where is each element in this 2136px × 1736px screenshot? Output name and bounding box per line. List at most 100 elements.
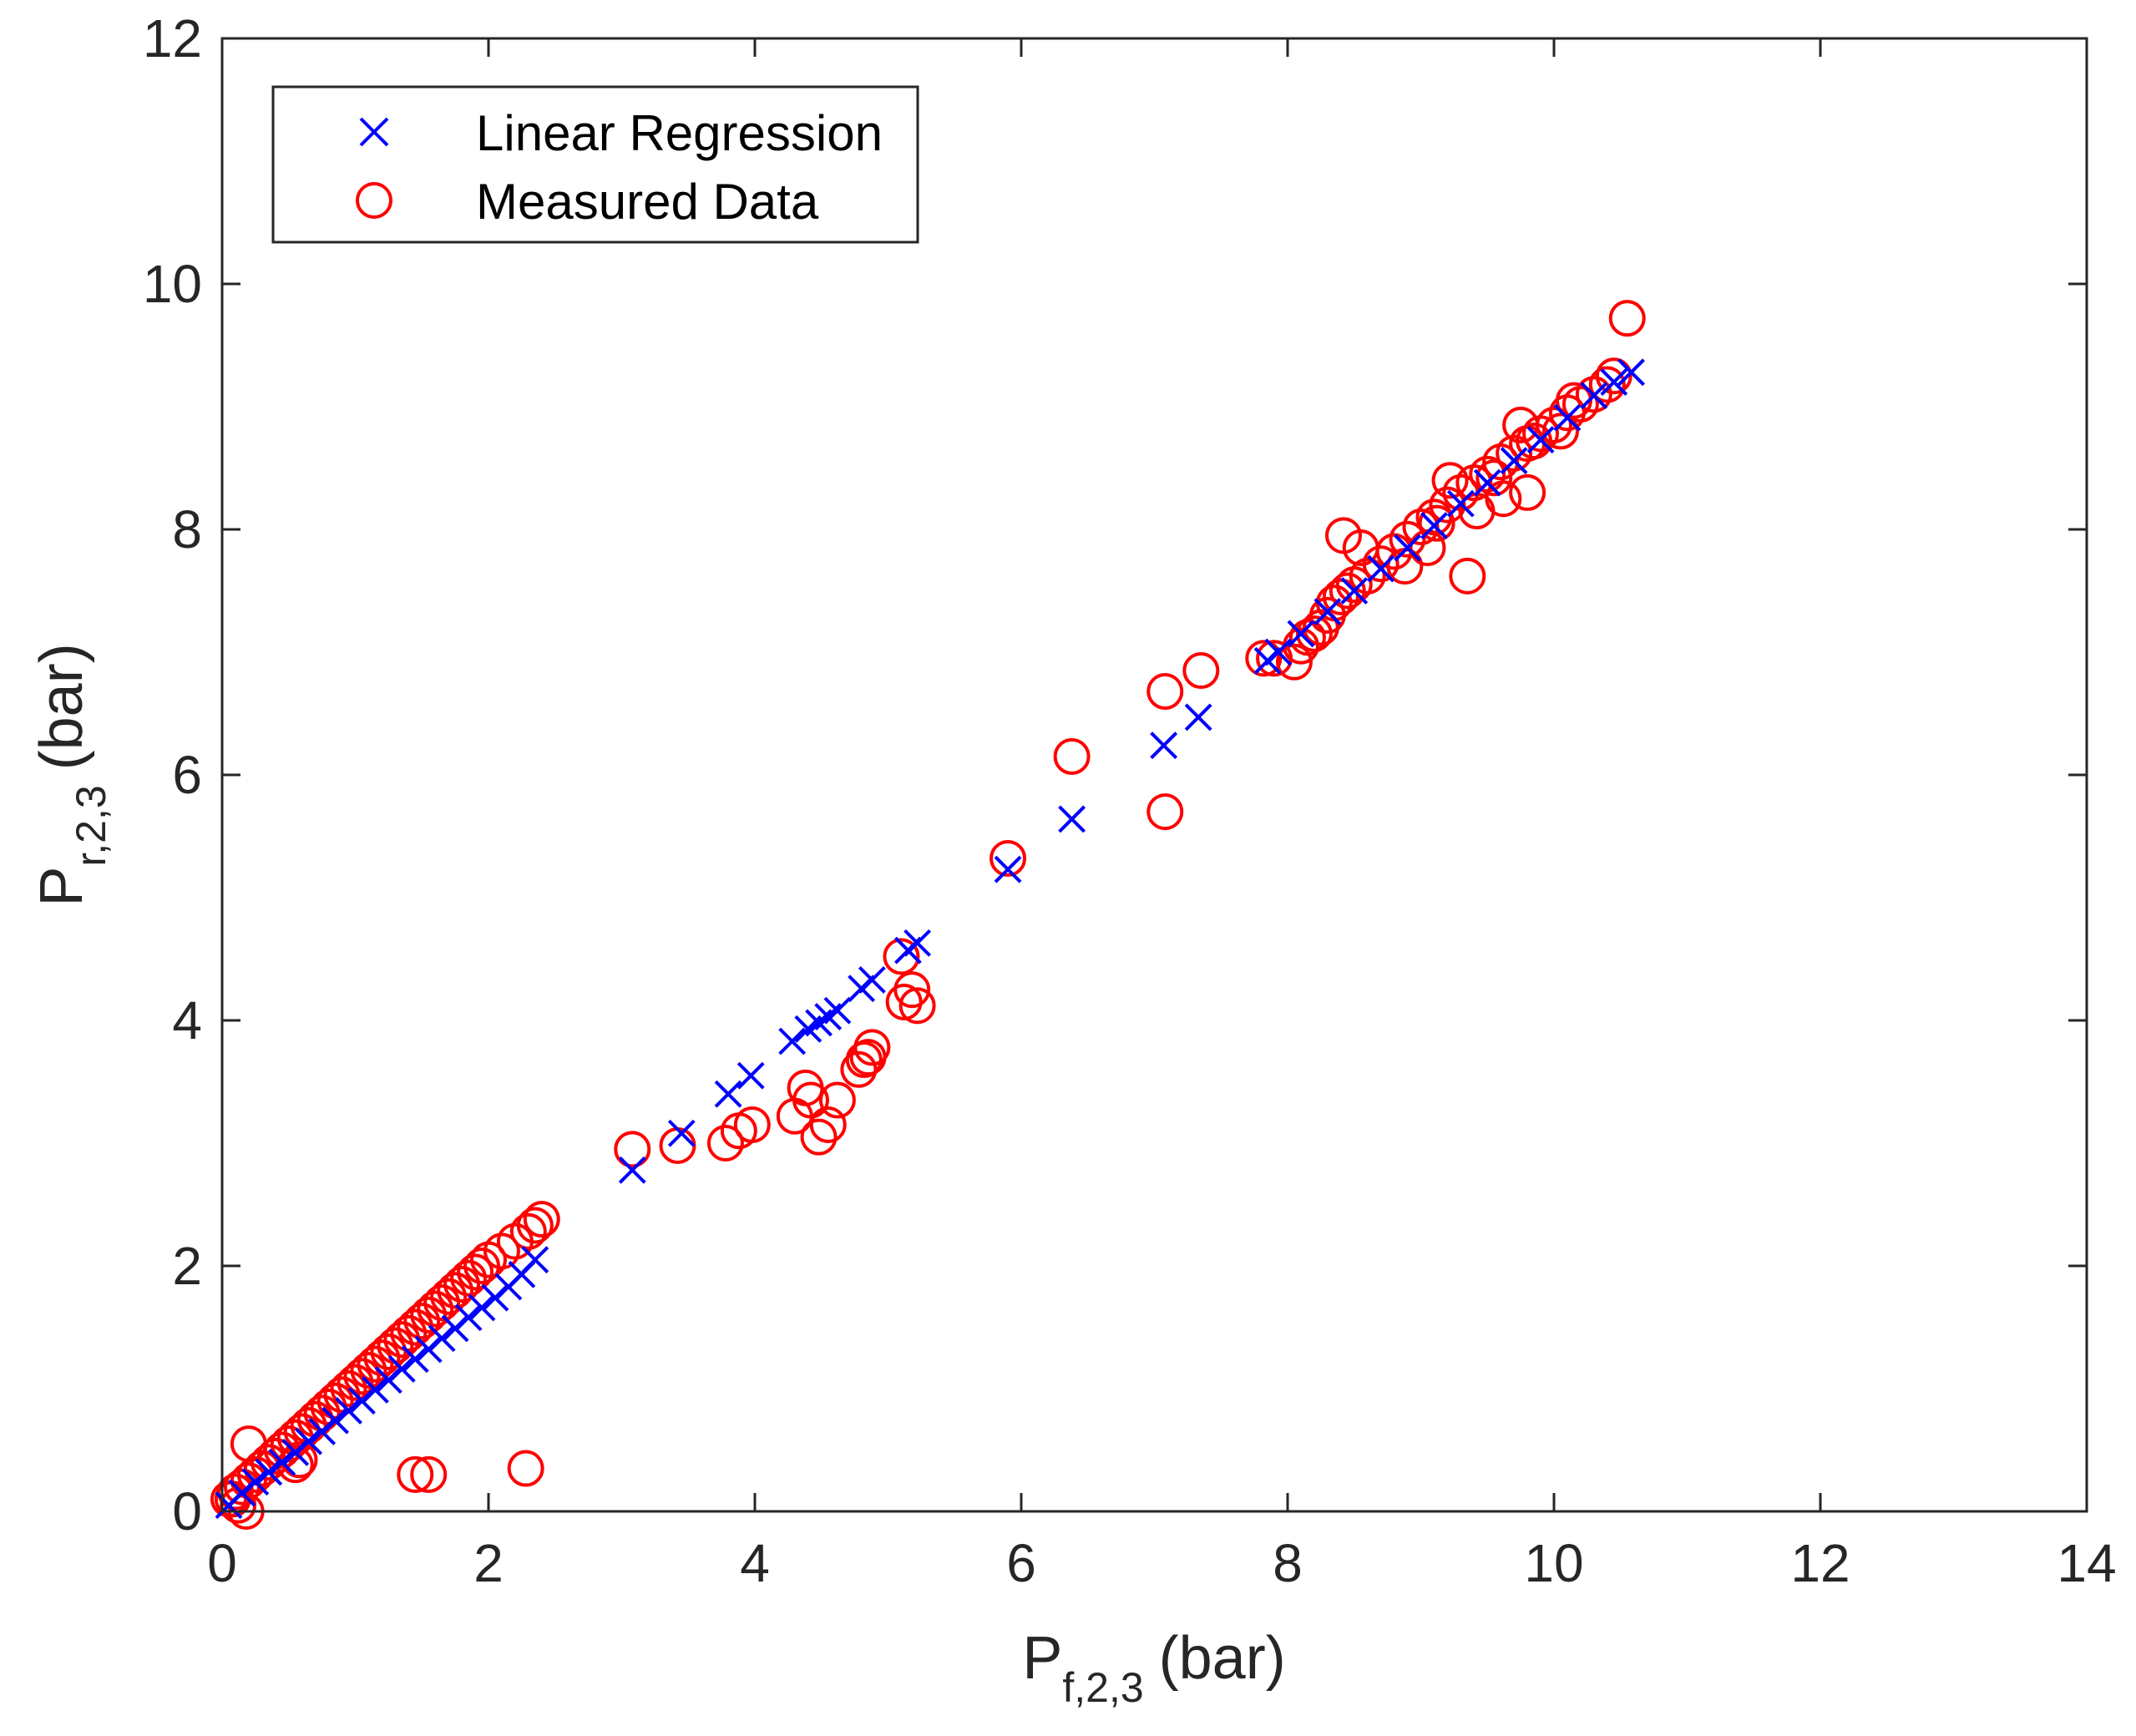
measured-data-point [898, 987, 936, 1025]
legend-marker-x-icon [359, 117, 389, 147]
linear-regression-point [1394, 534, 1421, 562]
measured-data-point [230, 1425, 267, 1463]
linear-regression-point [362, 1376, 389, 1404]
measured-data-point [1475, 459, 1513, 497]
linear-regression-point [1580, 382, 1608, 410]
y-axis-label: Pr,2,3 (bar) [28, 643, 114, 906]
x-tick-label: 0 [207, 1533, 237, 1593]
x-tick-label: 8 [1273, 1533, 1303, 1593]
linear-regression-point [1058, 805, 1086, 833]
measured-data-point [370, 1333, 407, 1370]
linear-regression-point [1184, 703, 1212, 731]
measured-data-point [337, 1364, 374, 1401]
measured-data-point [809, 1106, 847, 1143]
measured-data-point [1342, 529, 1379, 567]
legend-label-measured-data: Measured Data [476, 174, 819, 230]
measured-data-point [507, 1450, 544, 1487]
linear-regression-point [295, 1427, 323, 1455]
linear-regression-point [321, 1406, 349, 1435]
linear-regression-point [1473, 468, 1501, 497]
measured-data-point [1146, 673, 1184, 711]
measured-data-point [1449, 557, 1486, 595]
measured-data-point [1245, 640, 1283, 677]
linear-regression-point [268, 1448, 296, 1476]
linear-regression-point [667, 1119, 696, 1147]
measured-data-point [845, 1041, 883, 1079]
linear-regression-point [468, 1293, 496, 1322]
measured-data-point [357, 1345, 394, 1383]
measured-data-point [350, 1351, 387, 1389]
measured-data-point [516, 1207, 554, 1244]
measured-data-point [1418, 504, 1455, 542]
measured-data-point [343, 1358, 381, 1395]
measured-data-point [840, 1050, 878, 1088]
measured-data-point [885, 983, 923, 1020]
linear-regression-point [823, 996, 852, 1025]
linear-regression-point [736, 1061, 765, 1090]
linear-regression-point [1446, 489, 1475, 518]
y-axis-label-main: P [28, 867, 95, 907]
measured-data-point [483, 1232, 520, 1270]
measured-data-point [1541, 412, 1579, 450]
measured-data-point [316, 1382, 354, 1420]
x-axis-label-main: P [1022, 1625, 1062, 1692]
measured-data-point [443, 1266, 481, 1303]
measured-data-point [1608, 300, 1646, 337]
measured-data-point [523, 1201, 560, 1238]
y-tick-label: 10 [143, 254, 202, 314]
linear-regression-point [1526, 426, 1555, 454]
measured-data-point [437, 1272, 474, 1309]
measured-data-point [1516, 423, 1553, 460]
x-tick-label: 2 [473, 1533, 504, 1593]
measured-data-point [1349, 557, 1386, 595]
x-tick-label: 4 [740, 1533, 770, 1593]
measured-data-point [410, 1455, 448, 1493]
measured-data-point [1302, 609, 1339, 646]
measured-data-point [818, 1081, 856, 1119]
measured-data-point [1588, 366, 1626, 403]
measured-data-point [1575, 376, 1612, 413]
linear-regression-point [1367, 554, 1395, 583]
measured-data-point [1485, 480, 1522, 518]
linear-regression-point [1600, 368, 1628, 397]
measured-data-point [1595, 357, 1632, 395]
linear-regression-point [778, 1027, 807, 1055]
y-tick-label: 0 [172, 1481, 202, 1541]
linear-regression-point [387, 1355, 416, 1383]
measured-data-point [1146, 793, 1184, 831]
axis-ticks: 0 2 4 6 8 10 12 14 0 2 4 6 8 10 12 [143, 8, 2117, 1593]
linear-regression-point [714, 1080, 742, 1108]
measured-data-point [457, 1253, 494, 1291]
measured-data-point [1509, 473, 1546, 511]
measured-data-point [397, 1455, 434, 1493]
linear-regression-point [1264, 638, 1293, 666]
linear-regression-point [401, 1345, 429, 1374]
legend-marker-circle-icon [356, 182, 392, 219]
y-tick-label: 12 [143, 8, 202, 68]
x-axis-label: Pf,2,3 (bar) [1022, 1625, 1285, 1711]
x-tick-label: 14 [2057, 1533, 2116, 1593]
y-axis-label-sub: r,2,3 [68, 785, 114, 866]
measured-data-point [792, 1081, 829, 1119]
linear-regression-point [1287, 620, 1315, 648]
linear-regression-point [858, 966, 886, 994]
measured-data-point [893, 971, 931, 1009]
measured-data-point [1389, 520, 1426, 558]
y-tick-label: 6 [172, 745, 202, 805]
linear-regression-point [1553, 403, 1582, 432]
x-tick-label: 6 [1006, 1533, 1036, 1593]
linear-regression-point [454, 1303, 483, 1332]
measured-data-point [1431, 462, 1469, 499]
linear-regression-point [1500, 447, 1528, 475]
linear-regression-point [1340, 577, 1369, 605]
legend-label-linear-regression: Linear Regression [476, 105, 883, 161]
linear-regression-layer [215, 358, 1645, 1520]
y-axis-label-unit: (bar) [28, 643, 95, 770]
linear-regression-point [255, 1458, 283, 1486]
measured-data-point [410, 1296, 448, 1334]
y-tick-label: 4 [172, 990, 202, 1050]
measured-data-point [323, 1376, 361, 1414]
measured-data-point [614, 1131, 651, 1168]
measured-data-point [1295, 615, 1333, 652]
measured-data-point [800, 1118, 838, 1156]
